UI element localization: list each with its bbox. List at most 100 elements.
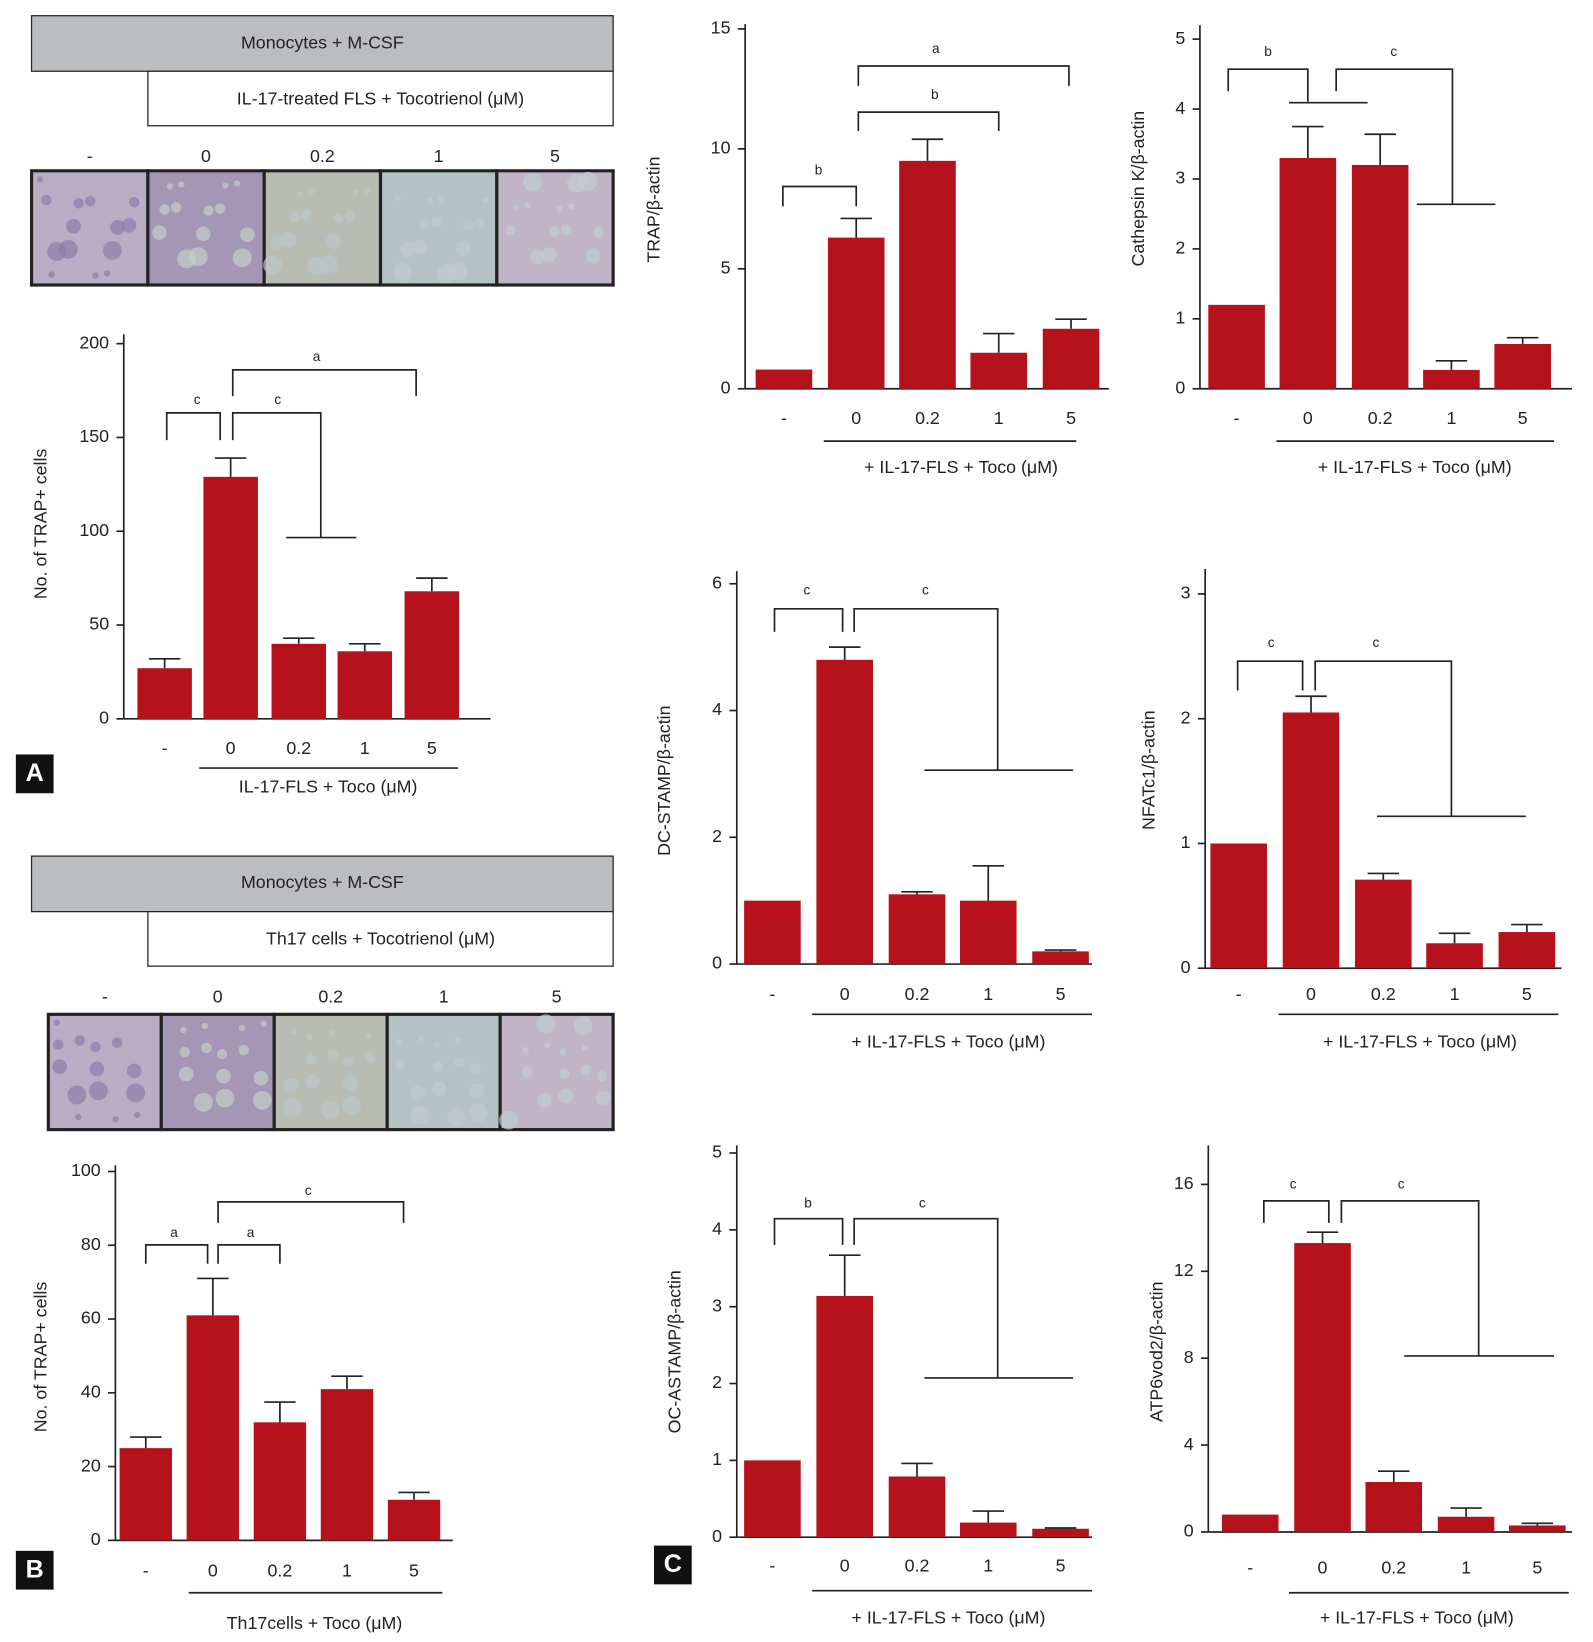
micrograph-label: - — [102, 986, 108, 1006]
bar — [1279, 158, 1337, 389]
bar — [137, 668, 192, 719]
micrograph-cell — [468, 1103, 488, 1123]
y-tick-label: 0 — [1184, 1521, 1194, 1541]
y-tick-label: 20 — [81, 1455, 101, 1475]
bar — [744, 900, 801, 965]
micrograph-cell — [585, 248, 601, 264]
x-tick-label: 1 — [360, 738, 370, 758]
y-tick-label: 4 — [1184, 1434, 1194, 1454]
micrograph-cell — [400, 242, 416, 257]
y-tick-label: 0 — [721, 377, 731, 397]
micrograph-cell — [393, 263, 412, 282]
micrograph — [46, 1012, 163, 1132]
micrograph-cell — [111, 1037, 123, 1048]
error-bar — [828, 646, 861, 660]
bar — [1423, 369, 1480, 389]
x-tick-label: 1 — [994, 408, 1004, 428]
x-tick-label: 1 — [983, 1555, 993, 1575]
x-tick-label: 0 — [1303, 408, 1313, 428]
micrograph-cell — [166, 183, 174, 190]
micrograph-cell — [454, 1057, 465, 1068]
micrograph-cell — [469, 1083, 485, 1099]
error-bar — [1521, 1522, 1554, 1526]
significance-bracket — [1314, 660, 1526, 818]
x-axis-label: + IL-17-FLS + Toco (μM) — [851, 1608, 1045, 1628]
y-tick-label: 60 — [81, 1308, 101, 1328]
bar — [1426, 943, 1483, 969]
micrograph-cell — [448, 261, 468, 281]
bar — [959, 900, 1017, 965]
micrograph-cell — [536, 1014, 556, 1034]
bar — [337, 651, 393, 719]
micrograph-cell — [263, 255, 282, 275]
bar — [1042, 328, 1100, 389]
micrograph-cell — [232, 248, 252, 268]
micrograph-cell — [66, 219, 81, 234]
significance-label: c — [305, 1183, 312, 1198]
micrograph-label: 0.2 — [318, 986, 343, 1006]
micrograph-cell — [556, 205, 563, 212]
y-tick-label: 80 — [81, 1234, 101, 1254]
micrograph-cell — [103, 270, 111, 277]
micrograph-cell — [36, 176, 44, 183]
x-tick-label: 1 — [983, 984, 993, 1004]
significance-bracket — [853, 1217, 1074, 1379]
bar — [203, 476, 258, 719]
significance-label: a — [247, 1225, 255, 1240]
micrograph-cell — [222, 182, 229, 189]
micrograph-cell — [409, 1105, 429, 1125]
micrograph-cell — [52, 1039, 64, 1050]
micrograph-cell — [291, 1027, 298, 1035]
significance-label: c — [194, 392, 201, 407]
bar — [970, 352, 1028, 389]
error-bar — [1295, 695, 1327, 713]
bar — [1355, 879, 1412, 969]
significance-bracket — [773, 607, 844, 632]
significance-bracket — [231, 369, 417, 397]
significance-bracket — [144, 1244, 209, 1264]
x-tick-label: 1 — [1461, 1557, 1471, 1577]
bar — [1282, 712, 1340, 969]
significance-bracket — [1335, 68, 1496, 206]
micrograph-cell — [499, 1110, 518, 1130]
micrograph-cell — [544, 1042, 551, 1049]
micrograph-cell — [110, 220, 125, 235]
significance-bracket — [217, 1201, 405, 1223]
micrograph-cell — [455, 241, 471, 256]
micrograph-cell — [201, 1022, 209, 1030]
micrograph-cell — [342, 1076, 358, 1091]
error-bar — [1044, 949, 1077, 952]
x-tick-label: 1 — [342, 1560, 352, 1580]
micrograph-cell — [238, 1044, 249, 1056]
micrograph-cell — [327, 1049, 339, 1061]
panel-label: B — [26, 1555, 44, 1583]
micrograph-label: 0 — [201, 146, 211, 166]
y-tick-label: 10 — [711, 138, 731, 158]
micrograph-cell — [530, 249, 546, 265]
x-tick-label: 0.2 — [268, 1560, 293, 1580]
y-tick-label: 1 — [1175, 308, 1185, 328]
x-tick-label: 5 — [1066, 408, 1076, 428]
micrograph-cell — [216, 1068, 231, 1084]
y-tick-label: 5 — [1175, 28, 1185, 48]
header-box — [30, 855, 614, 913]
micrograph — [498, 1012, 615, 1132]
panel-label: A — [26, 759, 44, 787]
y-tick-label: 2 — [712, 1372, 722, 1392]
micrograph-cell — [560, 224, 572, 235]
micrograph-cell — [432, 1061, 444, 1072]
x-tick-label: - — [781, 408, 787, 428]
error-bar — [1506, 336, 1539, 345]
micrograph-cell — [215, 1088, 235, 1108]
error-bar — [214, 457, 247, 477]
y-tick-label: 2 — [712, 826, 722, 846]
y-tick-label: 15 — [711, 18, 731, 38]
x-tick-label: 5 — [1056, 1555, 1066, 1575]
x-tick-label: - — [162, 738, 168, 758]
micrograph-label: - — [87, 146, 93, 166]
micrograph-cell — [252, 1090, 272, 1110]
significance-label: c — [1390, 44, 1397, 59]
y-tick-label: 3 — [712, 1295, 722, 1315]
y-tick-label: 200 — [79, 332, 109, 352]
header-text: IL-17-treated FLS + Tocotrienol (μM) — [237, 88, 524, 108]
